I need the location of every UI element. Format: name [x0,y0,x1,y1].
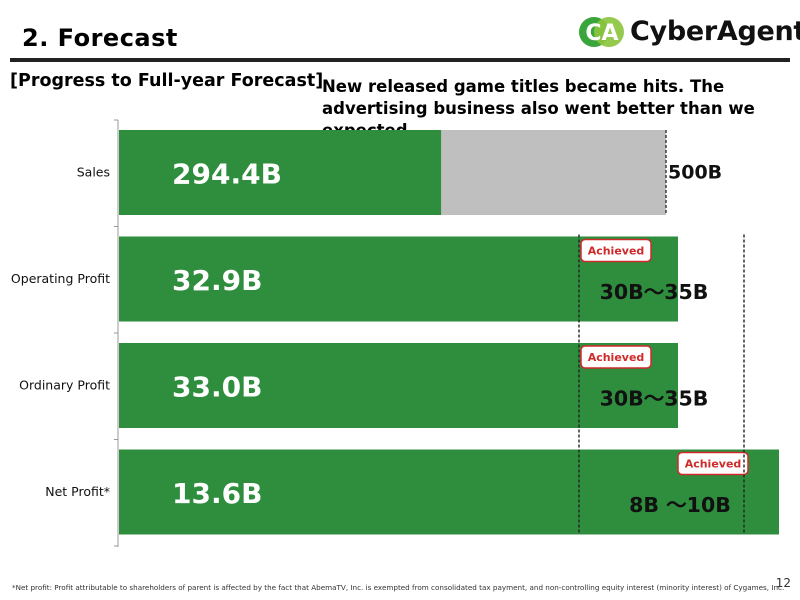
bar-actual [119,449,779,535]
section-title: [Progress to Full-year Forecast] [10,71,324,91]
value-label: 13.6B [172,477,262,510]
header-divider [10,58,790,62]
forecast-label: 500B [668,162,722,184]
brand-name: CyberAgent [630,16,800,47]
page-number: 12 [775,576,791,590]
achieved-badge [580,345,652,369]
category-label: Ordinary Profit [19,378,110,393]
forecast-progress-chart: Sales 500B 294.4B Operating Profit Achieved 3… [11,119,779,547]
forecast-label: 30B～35B [600,280,709,304]
forecast-label: 8B ～10B [629,493,731,517]
category-label: Sales [77,165,110,180]
value-label: 33.0B [172,371,262,404]
achieved-badge-label: Achieved [685,458,742,471]
svg-text:CA: CA [585,21,618,46]
category-label: Net Profit* [45,484,110,499]
brand-mark-icon: CA [579,17,624,47]
achieved-badge-label: Achieved [588,351,645,364]
category-label: Operating Profit [11,271,110,286]
bar-actual [119,130,442,215]
achieved-badge [580,238,652,263]
brand-logo: CA CyberAgent® [578,14,800,52]
achieved-badge-label: Achieved [588,245,645,258]
page-title: 2. Forecast [22,24,178,52]
footnote: *Net profit: Profit attributable to shar… [12,583,785,592]
value-label: 32.9B [172,264,262,297]
commentary-text: New released game titles became hits. Th… [322,77,755,140]
achieved-badge [677,451,749,476]
value-label: 294.4B [172,158,282,191]
forecast-label: 30B～35B [600,387,709,411]
